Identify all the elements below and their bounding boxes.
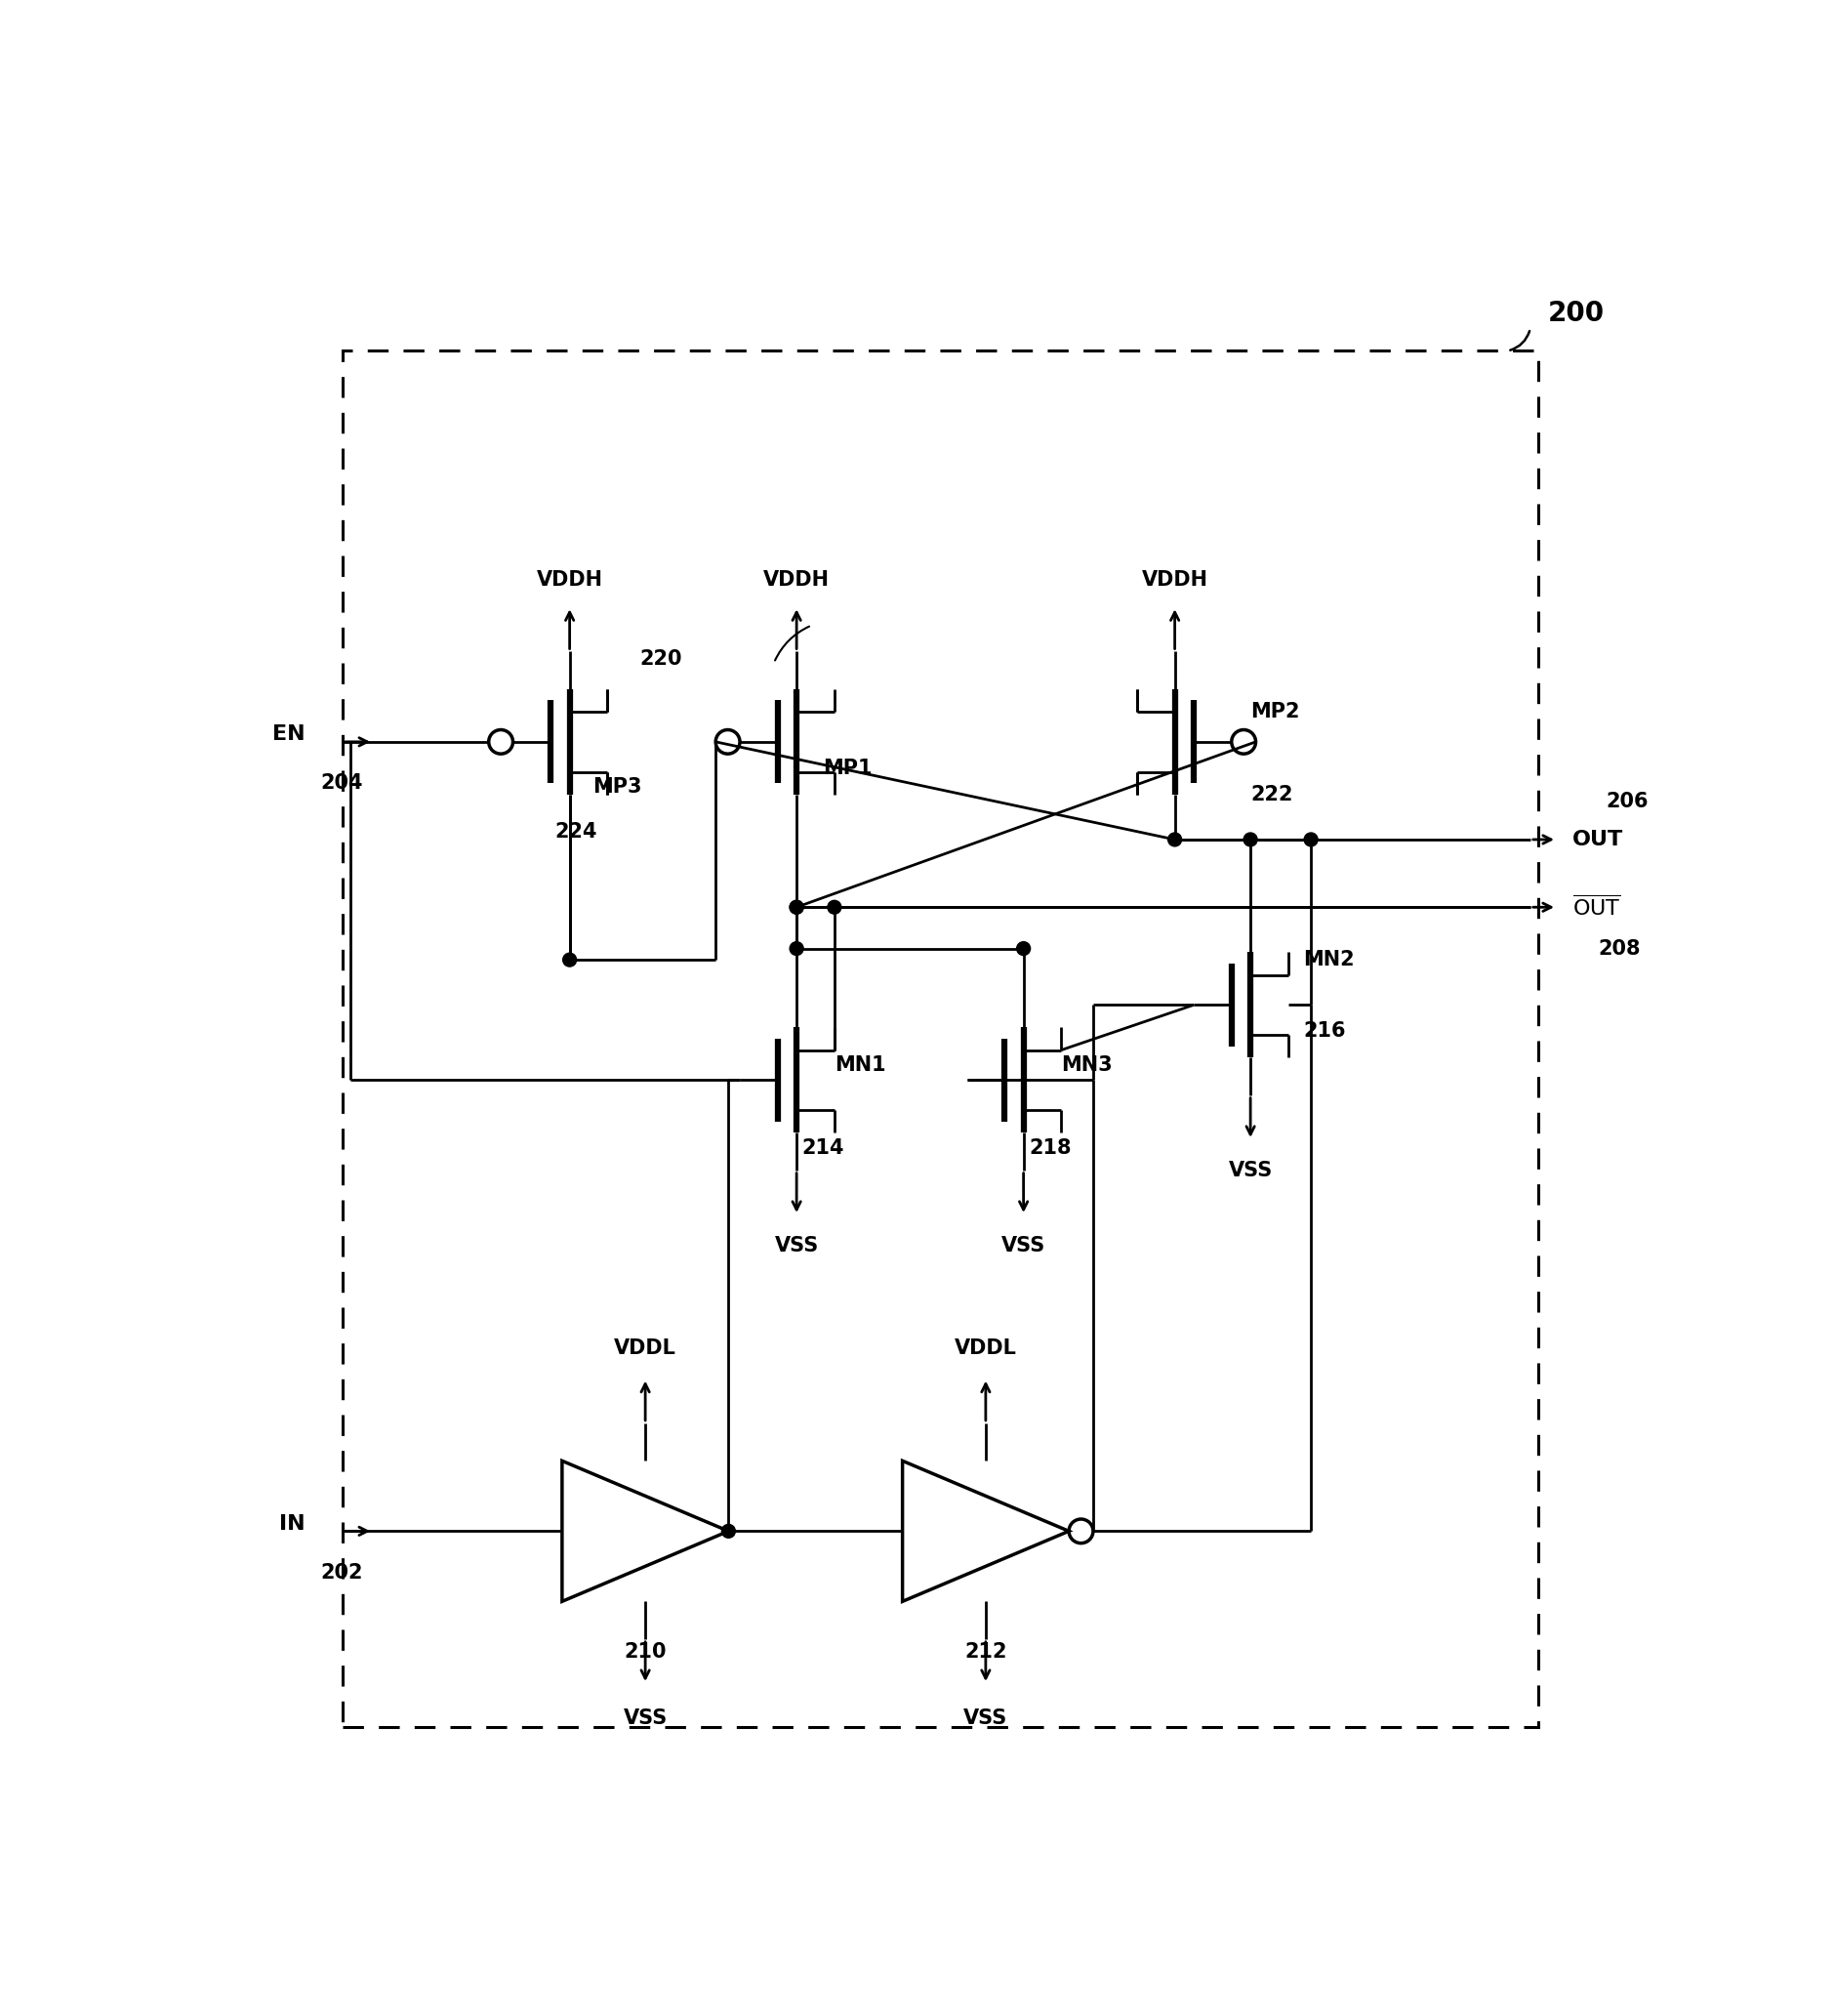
Text: 210: 210: [624, 1641, 666, 1661]
Bar: [343, 351, 1539, 1726]
Circle shape: [723, 1524, 735, 1538]
Circle shape: [790, 901, 803, 913]
Text: 218: 218: [1029, 1137, 1071, 1157]
Text: VDDH: VDDH: [763, 571, 829, 591]
FancyArrowPatch shape: [1509, 331, 1530, 351]
Text: 220: 220: [640, 649, 682, 669]
Text: IN: IN: [279, 1514, 304, 1534]
Text: VSS: VSS: [774, 1236, 818, 1256]
Text: VSS: VSS: [1001, 1236, 1045, 1256]
Text: MN1: MN1: [834, 1054, 886, 1075]
Circle shape: [790, 901, 803, 913]
Text: 224: 224: [554, 823, 598, 843]
Circle shape: [827, 901, 842, 913]
Text: MP1: MP1: [823, 758, 873, 778]
Text: 212: 212: [965, 1641, 1007, 1661]
Text: VDDL: VDDL: [614, 1339, 677, 1359]
Text: 204: 204: [319, 774, 363, 792]
Text: VDDH: VDDH: [1141, 571, 1209, 591]
Text: MP2: MP2: [1251, 702, 1300, 722]
Text: OUT: OUT: [1572, 831, 1623, 849]
Text: MN3: MN3: [1062, 1054, 1113, 1075]
Circle shape: [563, 954, 576, 966]
Circle shape: [790, 941, 803, 956]
Text: $\overline{\mathrm{OUT}}$: $\overline{\mathrm{OUT}}$: [1572, 895, 1619, 919]
Circle shape: [1304, 833, 1319, 847]
Circle shape: [1168, 833, 1181, 847]
Text: 214: 214: [801, 1137, 844, 1157]
Circle shape: [1016, 941, 1031, 956]
Text: 216: 216: [1304, 1022, 1346, 1040]
Text: MP3: MP3: [592, 776, 642, 796]
Text: 202: 202: [319, 1562, 363, 1583]
Text: VSS: VSS: [963, 1708, 1007, 1728]
Text: MN2: MN2: [1304, 950, 1355, 970]
Text: VSS: VSS: [624, 1708, 668, 1728]
Text: EN: EN: [271, 724, 304, 744]
Text: 200: 200: [1548, 300, 1605, 327]
Circle shape: [1243, 833, 1258, 847]
Text: 222: 222: [1251, 784, 1293, 804]
Text: VDDL: VDDL: [954, 1339, 1016, 1359]
Text: 206: 206: [1607, 792, 1649, 812]
Text: VDDH: VDDH: [537, 571, 603, 591]
Text: 208: 208: [1599, 939, 1641, 958]
Text: VSS: VSS: [1229, 1161, 1273, 1179]
